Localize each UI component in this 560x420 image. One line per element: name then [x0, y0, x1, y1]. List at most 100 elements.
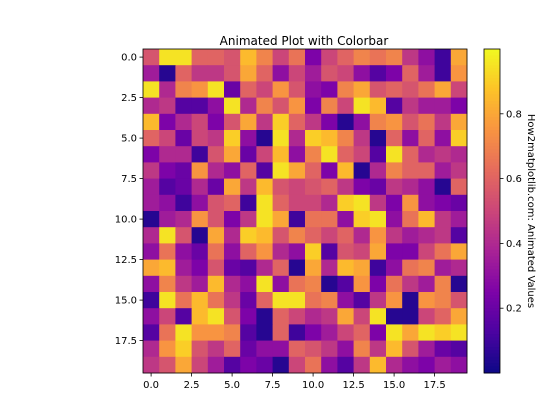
heatmap-cell — [434, 194, 452, 212]
heatmap-cell — [191, 275, 209, 293]
heatmap-cell — [386, 211, 403, 228]
heatmap-cell — [224, 356, 241, 374]
heatmap-cell — [143, 243, 160, 260]
heatmap-cell — [207, 275, 225, 293]
heatmap-cell — [321, 81, 338, 98]
heatmap-cell — [321, 113, 338, 131]
colorbar-segment — [484, 181, 500, 186]
heatmap-cell — [159, 130, 176, 147]
heatmap-cell — [272, 113, 290, 131]
heatmap-cell — [321, 194, 338, 212]
heatmap-cell — [418, 113, 435, 131]
heatmap-cell — [386, 49, 403, 66]
heatmap-cell — [272, 146, 290, 163]
heatmap-cell — [143, 275, 160, 293]
colorbar-segment — [484, 55, 500, 60]
colorbar-segment — [484, 337, 500, 342]
heatmap-cell — [143, 227, 160, 244]
heatmap-cell — [386, 340, 403, 358]
heatmap-cell — [159, 340, 176, 358]
heatmap-cell — [240, 275, 257, 293]
colorbar-segment — [484, 146, 500, 150]
heatmap-cell — [402, 162, 419, 179]
heatmap-cell — [240, 65, 257, 82]
heatmap-cell — [207, 340, 225, 358]
heatmap-cell — [207, 130, 225, 147]
heatmap-cell — [288, 259, 306, 277]
heatmap-cell — [143, 65, 160, 82]
heatmap-cell — [305, 113, 322, 131]
colorbar-segment — [484, 201, 500, 206]
heatmap-cell — [191, 81, 209, 98]
heatmap-cell — [418, 356, 435, 374]
colorbar-segment — [484, 317, 500, 322]
heatmap-cell — [353, 227, 371, 244]
x-tick-label: 12.5 — [342, 380, 364, 391]
heatmap-cell — [353, 324, 371, 341]
y-tick-label: 10.0 — [115, 215, 137, 226]
heatmap-cell — [418, 324, 435, 341]
heatmap-cell — [159, 211, 176, 228]
heatmap-cell — [159, 259, 176, 277]
colorbar-segment — [484, 65, 500, 69]
heatmap-cell — [224, 211, 241, 228]
heatmap-cell — [337, 113, 354, 131]
heatmap-cell — [240, 178, 257, 196]
heatmap-cell — [288, 162, 306, 179]
heatmap-cell — [305, 194, 322, 212]
colorbar-segment — [484, 298, 500, 303]
heatmap-cell — [337, 97, 354, 115]
heatmap-cell — [175, 340, 192, 358]
heatmap-cell — [386, 356, 403, 374]
heatmap-cell — [418, 49, 435, 66]
heatmap-cell — [256, 113, 273, 131]
heatmap-cell — [450, 340, 468, 358]
colorbar-segment — [484, 175, 500, 180]
heatmap-cell — [386, 65, 403, 82]
colorbar-segment — [484, 230, 500, 235]
heatmap-cell — [402, 356, 419, 374]
heatmap-cell — [337, 146, 354, 163]
heatmap-cell — [191, 292, 209, 309]
colorbar-segment — [484, 87, 500, 92]
colorbar-segment — [484, 282, 500, 287]
heatmap-cell — [159, 243, 176, 260]
colorbar-segment — [484, 223, 500, 228]
heatmap-cells — [143, 49, 468, 374]
heatmap-cell — [369, 243, 387, 260]
heatmap-cell — [191, 97, 209, 115]
heatmap-cell — [159, 356, 176, 374]
heatmap-cell — [434, 97, 452, 115]
heatmap-cell — [272, 308, 290, 325]
heatmap-cell — [353, 162, 371, 179]
colorbar-segment — [484, 136, 500, 141]
heatmap-cell — [402, 194, 419, 212]
heatmap-cell — [305, 81, 322, 98]
heatmap-cell — [321, 162, 338, 179]
colorbar-segment — [484, 262, 500, 267]
heatmap-cell — [402, 227, 419, 244]
heatmap-cell — [256, 340, 273, 358]
colorbar-segment — [484, 133, 500, 137]
heatmap-cell — [240, 324, 257, 341]
colorbar-segment — [484, 269, 500, 274]
heatmap-cell — [159, 146, 176, 163]
heatmap-cell — [353, 356, 371, 374]
heatmap-cell — [207, 49, 225, 66]
heatmap-cell — [386, 324, 403, 341]
heatmap-cell — [337, 340, 354, 358]
heatmap-cell — [402, 340, 419, 358]
heatmap-cell — [191, 340, 209, 358]
heatmap-cell — [175, 178, 192, 196]
colorbar-segment — [484, 152, 500, 157]
colorbar-segment — [484, 204, 500, 209]
heatmap-cell — [337, 275, 354, 293]
heatmap-cell — [175, 227, 192, 244]
heatmap-cell — [288, 81, 306, 98]
heatmap-cell — [224, 227, 241, 244]
heatmap-cell — [175, 356, 192, 374]
heatmap-cell — [369, 356, 387, 374]
heatmap-cell — [321, 308, 338, 325]
heatmap-cell — [159, 324, 176, 341]
colorbar-segment — [484, 347, 500, 351]
